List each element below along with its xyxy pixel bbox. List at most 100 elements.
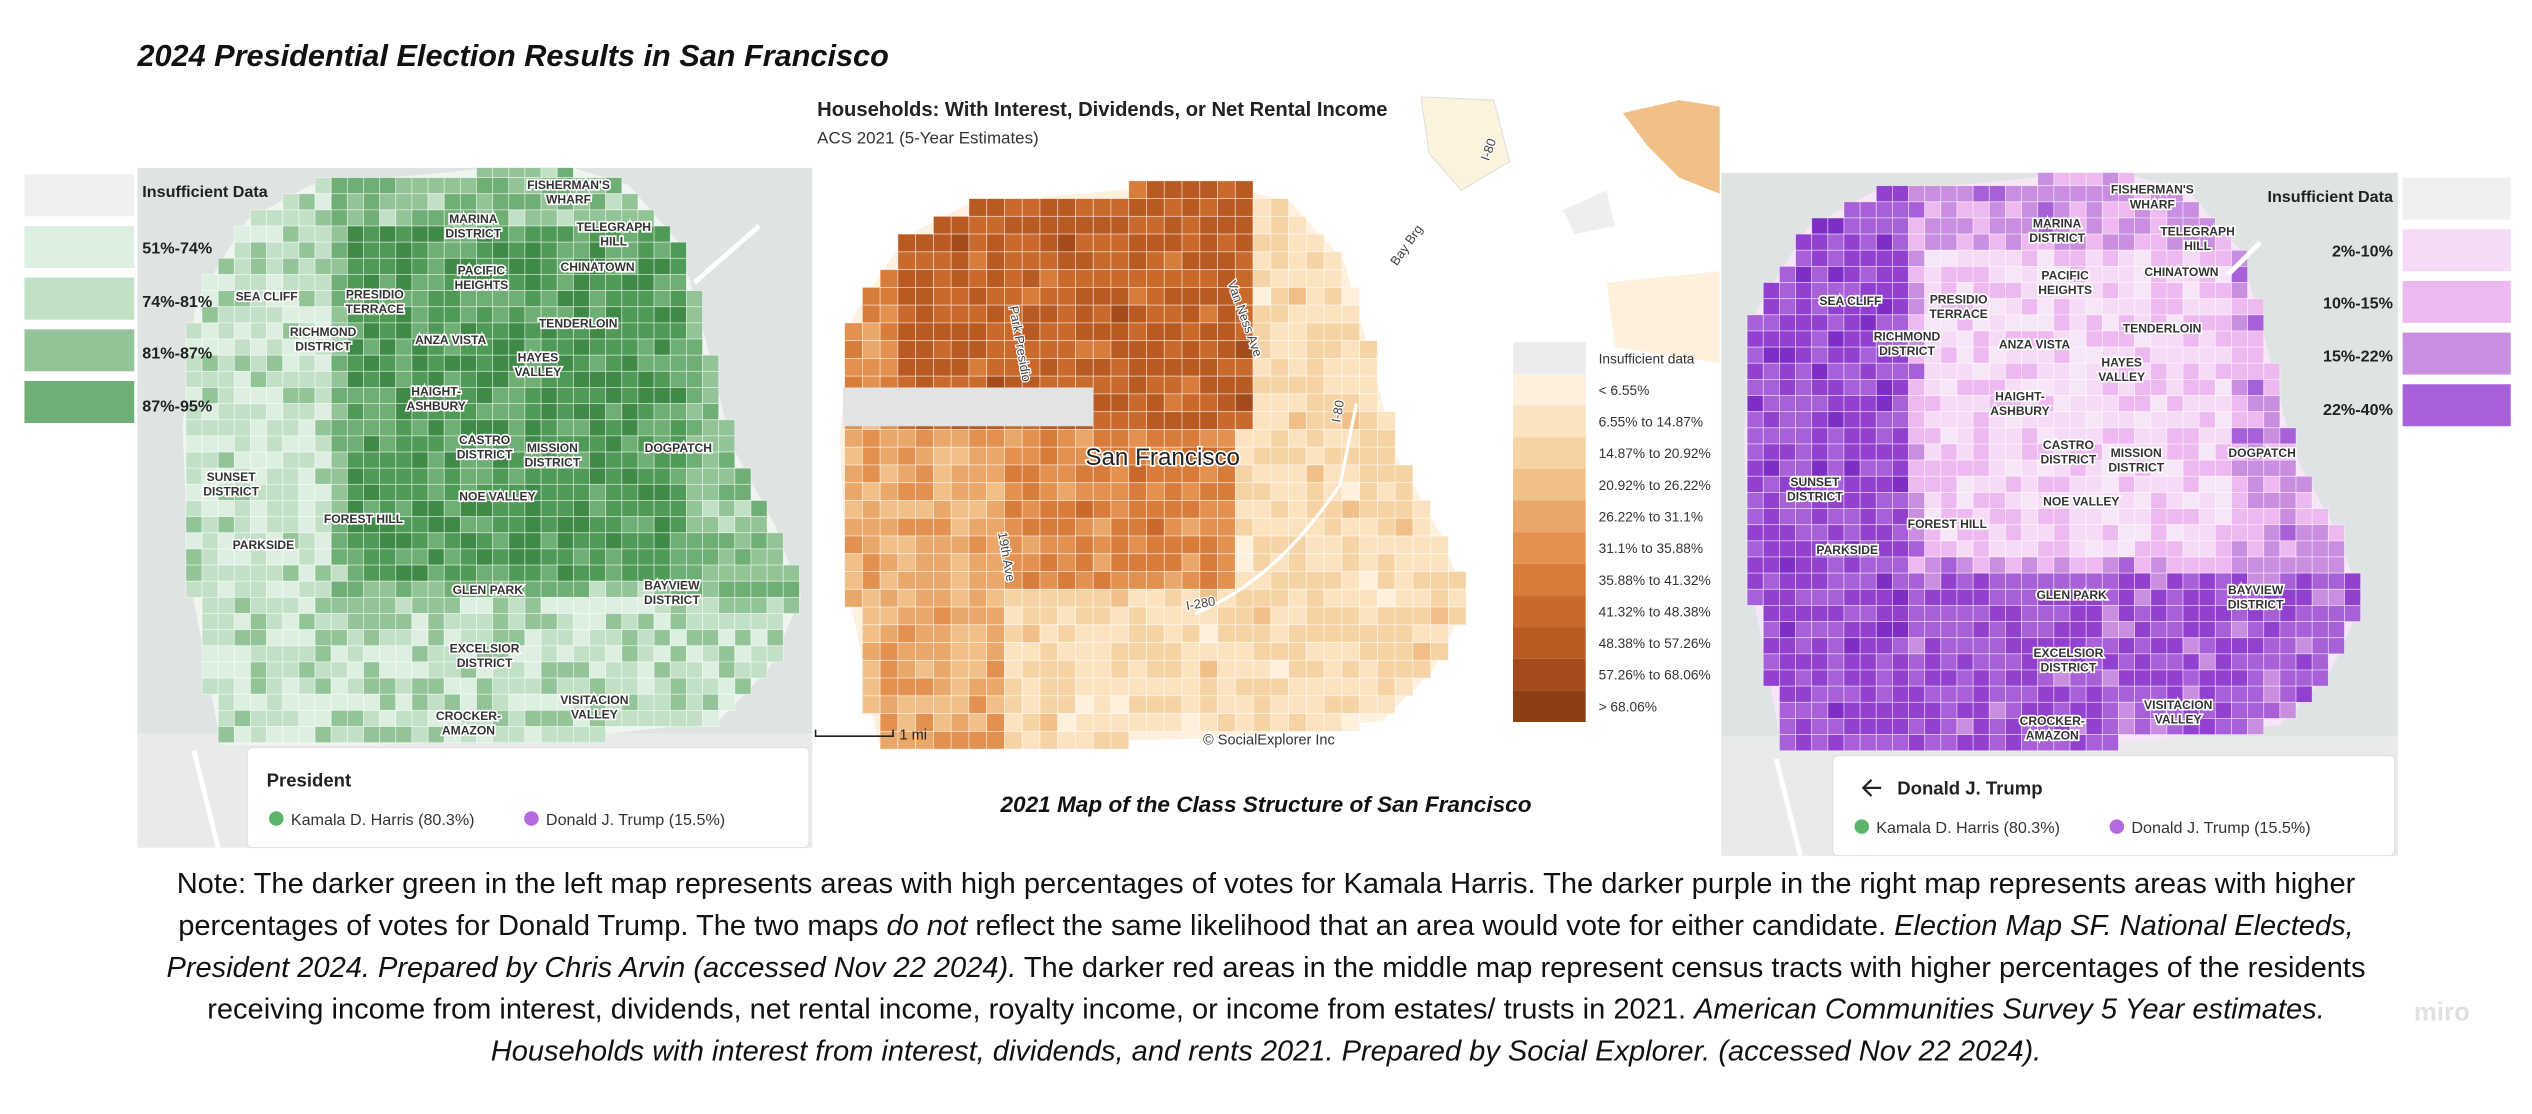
tract (986, 233, 1005, 253)
tract (2166, 588, 2184, 606)
tract (1779, 459, 1796, 477)
tract (1875, 379, 1893, 396)
tract (1075, 588, 1094, 608)
tract (1252, 215, 1272, 235)
tract (572, 629, 590, 647)
tract (250, 435, 268, 453)
tract (897, 677, 917, 697)
tract (2118, 524, 2136, 542)
tract (282, 629, 300, 647)
tract (605, 548, 623, 566)
tract (459, 516, 477, 534)
tract (2101, 508, 2119, 526)
tract (1057, 677, 1076, 697)
tract (861, 606, 881, 626)
tract (1940, 653, 1958, 671)
tract (1762, 605, 1780, 622)
tract (1234, 358, 1254, 377)
tract (346, 467, 364, 485)
legend-label: 10%-15% (2323, 294, 2393, 312)
tract (1859, 443, 1877, 461)
tract (2118, 427, 2136, 445)
tract (1892, 185, 1909, 203)
tract (1288, 624, 1307, 643)
tract (621, 580, 639, 598)
tract (2134, 492, 2152, 509)
tract (2263, 379, 2281, 396)
tract (2247, 637, 2265, 655)
tract (1075, 482, 1094, 501)
tract (915, 500, 934, 519)
tract (685, 354, 703, 372)
tract (1940, 330, 1958, 348)
tract (2085, 217, 2103, 235)
tract (1940, 572, 1958, 590)
tract (2021, 298, 2039, 316)
tract (572, 677, 590, 695)
tract (1128, 340, 1147, 359)
tract (540, 548, 558, 566)
tract (933, 429, 952, 448)
tract (1779, 524, 1796, 542)
tract (1859, 427, 1877, 445)
tract (1795, 411, 1813, 429)
tract (637, 613, 655, 631)
tract (1376, 500, 1396, 519)
tract (266, 483, 284, 501)
tract (2279, 459, 2297, 477)
tract (718, 693, 736, 711)
tract (1217, 375, 1236, 395)
tract (933, 571, 952, 590)
tract (363, 596, 381, 614)
tract (1924, 185, 1942, 203)
tract (1199, 535, 1218, 555)
tract (1940, 701, 1958, 719)
tract (1940, 265, 1958, 283)
tract (879, 446, 899, 466)
tract (395, 209, 413, 227)
tract (621, 290, 639, 308)
tract (2166, 395, 2184, 413)
tract (1199, 642, 1218, 661)
tract (2069, 172, 2087, 187)
tract (653, 419, 671, 437)
tract (1288, 482, 1307, 501)
tract (1972, 621, 1990, 639)
legend-label: > 68.06% (1599, 699, 1657, 714)
tract (1039, 322, 1059, 342)
tract (314, 290, 332, 308)
tract (1762, 524, 1780, 542)
tract (476, 167, 494, 178)
tract (298, 467, 316, 485)
tract (1359, 571, 1378, 590)
tract (669, 419, 687, 437)
tract (1795, 653, 1813, 671)
tract (1039, 482, 1059, 501)
tract (2166, 621, 2184, 639)
tract (2295, 508, 2313, 526)
tract (1128, 304, 1147, 324)
tract (950, 500, 970, 519)
tract (201, 532, 219, 550)
tract (669, 370, 687, 388)
road (191, 224, 761, 848)
tract (1359, 429, 1378, 448)
tract (669, 693, 687, 711)
tract (217, 677, 235, 695)
neighborhood-label: PRESIDIO (346, 288, 404, 302)
tract (363, 209, 381, 227)
tract (427, 467, 445, 485)
tract (250, 726, 268, 744)
tract (250, 677, 268, 695)
tract (2101, 572, 2119, 590)
tract (897, 233, 917, 253)
tract (1843, 605, 1861, 622)
tract (524, 225, 542, 243)
tract (879, 624, 899, 643)
tract (915, 482, 934, 501)
tract (1779, 508, 1796, 526)
tract (968, 464, 988, 484)
tract (1956, 621, 1974, 639)
tract (1341, 553, 1361, 572)
tract (605, 403, 623, 421)
